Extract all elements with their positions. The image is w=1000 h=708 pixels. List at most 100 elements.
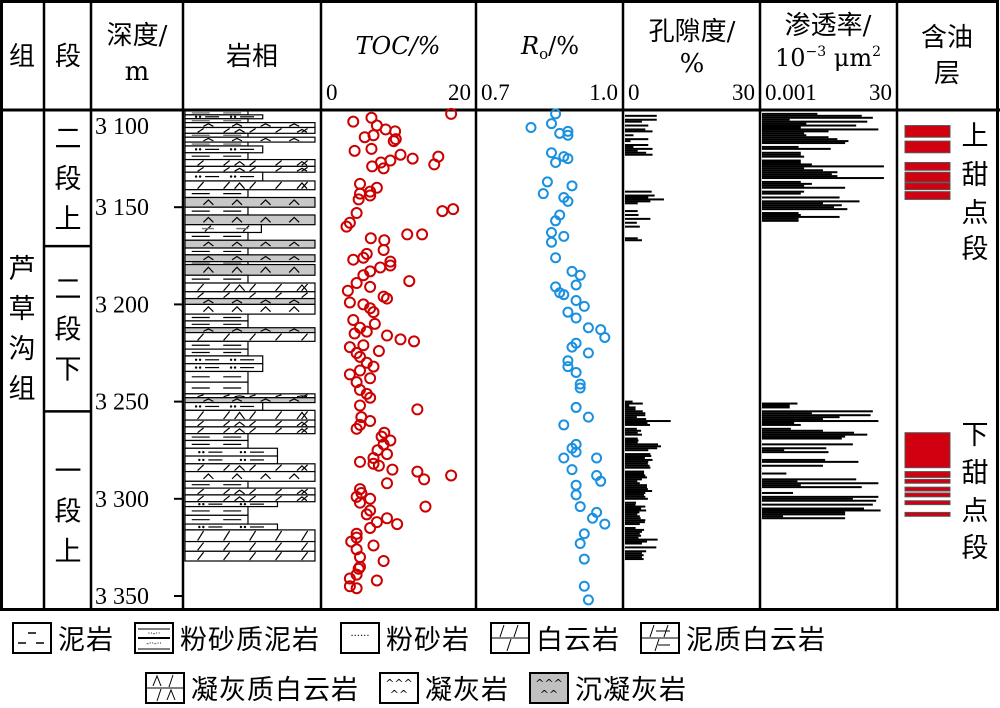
pattern-dot xyxy=(202,450,205,454)
toc-point xyxy=(381,477,393,490)
permeability-bar xyxy=(762,163,812,166)
toc-point xyxy=(419,500,432,513)
pattern-caret xyxy=(231,123,243,127)
oil-layer xyxy=(904,511,951,517)
permeability-bar xyxy=(762,484,801,487)
porosity-bar xyxy=(625,213,639,216)
lithology-layer-sedimentary-tuff xyxy=(184,263,316,276)
toc-scale-min: 0 xyxy=(326,80,338,105)
pattern-slash xyxy=(249,464,257,472)
toc-point xyxy=(387,135,400,148)
ro-point xyxy=(566,341,578,353)
permeability-bar xyxy=(762,402,798,405)
lithology-layer-mudstone xyxy=(184,505,249,516)
toc-point xyxy=(364,280,377,293)
porosity-bar xyxy=(625,503,636,506)
permeability-bar xyxy=(762,173,832,176)
lithology-rect xyxy=(184,297,316,305)
ro-point xyxy=(591,452,603,464)
pattern-dot xyxy=(229,366,233,369)
permeability-bar xyxy=(762,140,849,143)
pattern-slash xyxy=(223,530,231,541)
ro-point xyxy=(550,156,562,168)
toc-point xyxy=(418,473,431,486)
sweet-char: 甜 xyxy=(962,458,989,489)
ro-point xyxy=(574,378,586,390)
lithology-layer-tuff xyxy=(184,136,316,143)
porosity-bar xyxy=(625,149,638,152)
depth-tick-label: 3 300 xyxy=(95,487,149,513)
porosity-bar xyxy=(625,449,649,452)
toc-point xyxy=(411,403,424,416)
legend: 泥岩 ··-·· -··-·· 粉砂质泥岩 ······ 粉砂岩 白云岩 泥质白云岩 凝灰质白… xyxy=(0,612,1000,708)
perm-unit-exp: −3 xyxy=(806,44,827,60)
pattern-caret xyxy=(203,137,214,142)
porosity-bar xyxy=(625,530,642,533)
porosity-bar xyxy=(625,447,658,450)
porosity-bar xyxy=(625,445,661,448)
pattern-caret xyxy=(231,199,243,206)
lithology-layer-tuffaceous-dolomite xyxy=(184,419,316,428)
pattern-caret xyxy=(260,473,272,480)
legend-label: 凝灰岩 xyxy=(425,675,509,706)
porosity-bar xyxy=(625,536,639,539)
pattern-caret xyxy=(260,199,272,206)
toc-point xyxy=(384,255,397,268)
silty-mudstone-swatch-icon: ··-·· -··-·· xyxy=(134,621,174,654)
ro-point xyxy=(578,528,590,540)
lithology-layer-sedimentary-tuff xyxy=(184,196,316,208)
lithology-rect xyxy=(184,303,316,315)
pattern-caret xyxy=(203,398,214,402)
permeability-bar xyxy=(762,138,838,141)
ro-point xyxy=(562,355,574,367)
porosity-bar xyxy=(625,513,638,516)
pattern-caret xyxy=(231,137,243,142)
toc-point xyxy=(367,360,380,373)
permeability-bar xyxy=(762,120,868,123)
toc-point xyxy=(403,275,416,288)
pattern-caret xyxy=(202,266,214,273)
permeability-bar xyxy=(762,464,823,467)
lithology-layer-mudstone xyxy=(184,348,249,357)
permeability-bar xyxy=(762,202,823,205)
porosity-bar xyxy=(625,497,648,500)
ro-point xyxy=(570,295,582,307)
legend-label: 凝灰质白云岩 xyxy=(191,675,359,706)
depth-tick-label: 3 250 xyxy=(95,390,149,416)
ro-point xyxy=(570,479,582,491)
porosity-bar xyxy=(625,505,646,508)
toc-point xyxy=(367,451,380,464)
pattern-slash xyxy=(197,127,204,133)
pattern-dot xyxy=(233,148,237,151)
permeability-bar xyxy=(762,447,827,450)
pattern-slash xyxy=(223,394,230,398)
member-label-char: 一 xyxy=(55,457,82,488)
pattern-slash xyxy=(301,551,309,561)
lithology-layer-mudstone xyxy=(184,247,249,256)
pattern-caret xyxy=(260,266,272,273)
header-depth-unit: m xyxy=(125,57,150,87)
pattern-caret xyxy=(202,199,214,206)
group-char: 沟 xyxy=(9,334,36,365)
porosity-bar xyxy=(625,145,634,148)
pattern-caret xyxy=(234,411,246,420)
member-label-char: 上 xyxy=(55,204,82,235)
permeability-bar xyxy=(762,128,879,131)
pattern-caret xyxy=(203,299,214,304)
ro-point xyxy=(599,331,611,343)
pattern-dot xyxy=(198,525,201,529)
pattern-caret xyxy=(234,160,245,166)
lower-sweet-spot-label: 下 甜 点 段 xyxy=(962,420,989,564)
ro-point xyxy=(550,108,562,120)
legend-item-siltstone: ······ 粉砂岩 xyxy=(340,618,470,657)
lithology-layer-sedimentary-tuff xyxy=(184,214,316,226)
lithology-layer-dolomite xyxy=(184,331,316,342)
oil-layer xyxy=(904,171,951,183)
toc-point xyxy=(350,422,363,435)
pattern-caret xyxy=(296,496,308,502)
pattern-caret xyxy=(260,255,271,261)
permeability-bar xyxy=(762,449,785,452)
pattern-caret xyxy=(260,137,271,142)
permeability-series xyxy=(762,112,884,520)
pattern-slash xyxy=(223,410,231,420)
